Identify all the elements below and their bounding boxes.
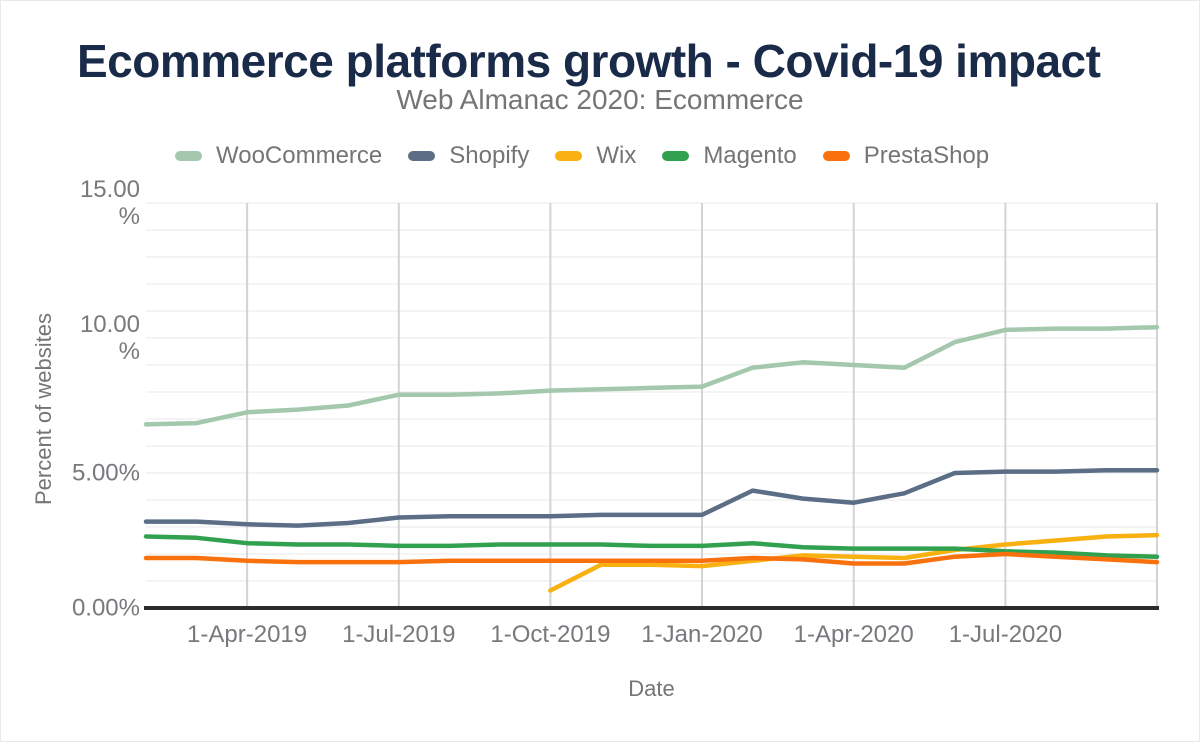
chart-legend: WooCommerce Shopify Wix Magento PrestaShop — [175, 142, 989, 170]
chart-subtitle: Web Almanac 2020: Ecommerce — [396, 84, 804, 115]
legend-item-prestashop: PrestaShop — [822, 142, 990, 170]
legend-swatch-woocommerce — [175, 151, 202, 161]
x-tick-label: 1-Apr-2019 — [187, 621, 308, 648]
series-line-magento — [143, 534, 1160, 559]
legend-label: WooCommerce — [216, 142, 383, 169]
x-tick-label: 1-Apr-2020 — [793, 621, 914, 648]
y-tick-label: 15.00 % — [79, 176, 140, 230]
series-line-prestashop — [143, 551, 1160, 566]
legend-item-woocommerce: WooCommerce — [175, 142, 382, 170]
y-tick-label: 5.00% — [71, 459, 140, 487]
x-tick-label: 1-Jul-2019 — [342, 621, 456, 648]
legend-label: Magento — [703, 142, 797, 169]
x-tick-label: 1-Jul-2020 — [948, 621, 1063, 648]
chart-title: Ecommerce platforms growth - Covid-19 im… — [77, 35, 1101, 87]
legend-item-shopify: Shopify — [408, 142, 529, 170]
y-tick-label: 0.00% — [71, 594, 140, 622]
y-axis-title: Percent of websites — [31, 313, 56, 505]
series-line-wix — [548, 532, 1160, 593]
series-line-shopify — [143, 468, 1160, 528]
x-tick-label: 1-Oct-2019 — [490, 621, 611, 648]
legend-item-wix: Wix — [555, 142, 636, 170]
legend-swatch-magento — [662, 151, 690, 161]
x-axis-title: Date — [628, 676, 675, 701]
legend-label: Wix — [596, 142, 637, 169]
legend-label: PrestaShop — [863, 142, 990, 169]
x-tick-label: 1-Jan-2020 — [641, 621, 763, 648]
legend-item-magento: Magento — [662, 142, 797, 170]
y-tick-label: 10.00 % — [79, 311, 140, 365]
legend-swatch-wix — [555, 151, 583, 161]
legend-label: Shopify — [449, 142, 530, 169]
legend-swatch-prestashop — [822, 151, 850, 161]
legend-swatch-shopify — [408, 151, 436, 161]
series-line-woocommerce — [143, 324, 1160, 427]
